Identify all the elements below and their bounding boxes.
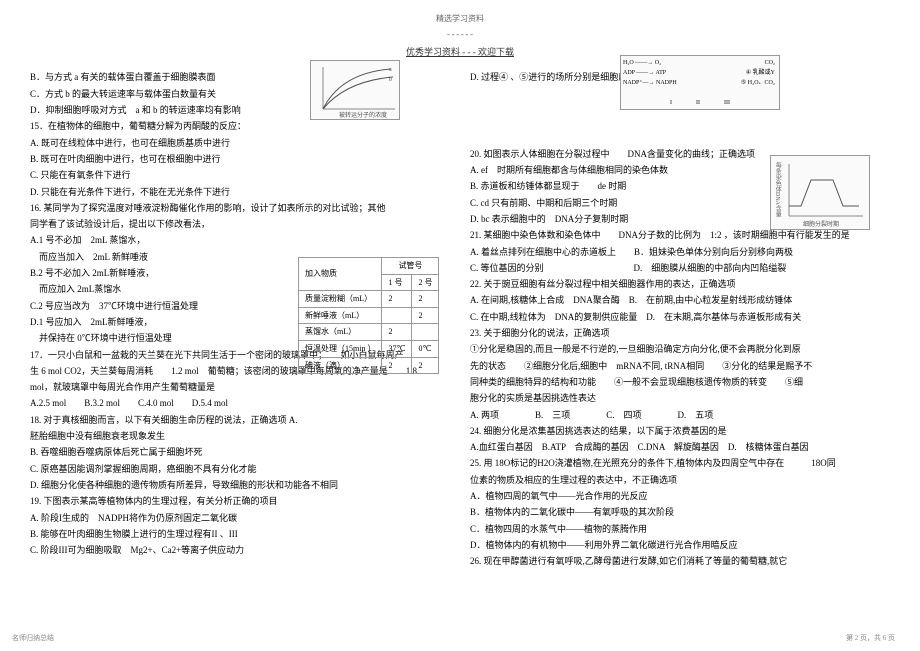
text-line: 19. 下图表示某高等植物体内的生理过程，有关分析正确的项目 (30, 494, 450, 509)
table-cell: 试管号 (382, 258, 439, 275)
table-cell: 2 (412, 291, 439, 308)
svg-text:a: a (389, 67, 392, 73)
text-line: D. 细胞分化使各种细胞的遗传物质有所差异，导致细胞的形状和功能各不相同 (30, 478, 450, 493)
dna-content-chart: 细胞分裂时期 每条染色体DNA含量 (770, 155, 870, 230)
text-line: 23. 关于细胞分化的说法，正确选项 (470, 326, 890, 341)
table-cell: 37℃ (382, 340, 412, 357)
text-line: 胚胎细胞中没有细胞衰老现象发生 (30, 429, 450, 444)
text-line: 16. 某同学为了探究温度对唾液淀粉酶催化作用的影响，设计了如表所示的对比试验；… (30, 201, 450, 216)
table-cell: 2 (382, 357, 412, 374)
text-line: D. 只能在有光条件下进行，不能在无光条件下进行 (30, 185, 450, 200)
text-line: mol，就玻璃罩中每周光合作用产生葡萄糖量是 (30, 380, 450, 395)
table-cell: 蒸馏水（mL） (299, 324, 382, 341)
right-column: D. 过程④ 、⑤进行的场所分别是细胞质基质和线粒体基质 20. 如图表示人体细… (470, 70, 890, 570)
text-line: 同学看了该试验设计后，提出以下修改看法， (30, 217, 450, 232)
text-line: A.2.5 mol B.3.2 mol C.4.0 mol D.5.4 mol (30, 396, 450, 411)
text-line: A. 阶段I生成的 NADPH将作为仍原剂固定二氧化碳 (30, 511, 450, 526)
footer-left: 名师归纳总结 (12, 633, 54, 645)
table-cell: 碘液（滴） (299, 357, 382, 374)
text-line: 胞分化的实质是基因挑选性表达 (470, 391, 890, 406)
table-cell: 恒温处理（15min ） (299, 340, 382, 357)
text-line: A. 着丝点排列在细胞中心的赤道板上 B．姐妹染色单体分别向后分别移向两极 (470, 245, 890, 260)
table-cell: 加入物质 (299, 258, 382, 291)
header-dashes: - - - - - - (30, 28, 890, 42)
table-cell: 质量淀粉糊（mL） (299, 291, 382, 308)
chart-ylabel: 每条染色体DNA含量 (772, 162, 782, 217)
text-line: A.1 号不必加 2mL 蒸馏水， (30, 233, 450, 248)
table-cell: 2 号 (412, 274, 439, 291)
text-line: D．植物体内的有机物中——利用外界二氧化碳进行光合作用暗反应 (470, 538, 890, 553)
text-line: C. 只能在有氧条件下进行 (30, 168, 450, 183)
text-line: 同种类的细胞特异的结构和功能 ④一般不会显现细胞核遗传物质的转变 ⑤细 (470, 375, 890, 390)
table-cell (382, 307, 412, 324)
text-line: A．植物四周的氧气中——光合作用的光反应 (470, 489, 890, 504)
text-line: B. 既可在叶肉细胞中进行，也可在根细胞中进行 (30, 152, 450, 167)
text-line: 22. 关于豌豆细胞有丝分裂过程中相关细胞器作用的表达，正确选项 (470, 277, 890, 292)
text-line: A.血红蛋白基因 B.ATP 合成酶的基因 C.DNA 解旋酶基因 D. 核糖体… (470, 440, 890, 455)
svg-text:被转运分子的浓度: 被转运分子的浓度 (339, 111, 387, 119)
text-line: B. 吞噬细胞吞噬病原体后死亡属于细胞坏死 (30, 445, 450, 460)
text-line: A. 两项 B. 三项 C. 四项 D. 五项 (470, 408, 890, 423)
text-line: 15．在植物体的细胞中，葡萄糖分解为丙酮酸的反应： (30, 119, 450, 134)
table-cell: 2 (382, 291, 412, 308)
two-column-layout: B．与方式 a 有关的载体蛋白覆盖于细胞膜表面C．方式 b 的最大转运速率与载体… (30, 70, 890, 570)
text-line: C. 在中期,线粒体为 DNA的复制供应能量 D. 在末期,高尔基体与赤道板形成… (470, 310, 890, 325)
text-line: B．植物体内的二氧化碳中——有氧呼吸的其次阶段 (470, 505, 890, 520)
svg-text:b: b (389, 77, 392, 83)
transport-rate-chart: a b 被转运分子的浓度 (310, 60, 400, 120)
table-cell: 1 号 (382, 274, 412, 291)
diagram-label: ④ 乳酸或Y (746, 70, 775, 76)
table-cell: 2 (412, 357, 439, 374)
table-cell: 新鲜唾液（mL） (299, 307, 382, 324)
text-line: C. 原癌基因能调剂掌握细胞周期，癌细胞不具有分化才能 (30, 462, 450, 477)
text-line: ①分化是稳固的,而且一般是不行逆的,一旦细胞沿确定方向分化,便不会再脱分化到原 (470, 342, 890, 357)
table-cell: 0℃ (412, 340, 439, 357)
header-top: 精选学习资料 (30, 12, 890, 26)
table-cell (412, 324, 439, 341)
text-line: B. 能够在叶肉细胞生物膜上进行的生理过程有II 、III (30, 527, 450, 542)
text-line: 18. 对于真核细胞而言，以下有关细胞生命历程的说法，正确选项 A. (30, 413, 450, 428)
text-line: 25. 用 18O标记的H2O浇灌植物,在光照充分的条件下,植物体内及四周空气中… (470, 456, 890, 471)
table-cell: 2 (412, 307, 439, 324)
text-line: 26. 现在甲醇菌进行有氧呼吸,乙酵母菌进行发酵,如它们消耗了等量的葡萄糖,就它 (470, 554, 890, 569)
diagram-roman: I II III (621, 98, 779, 108)
footer-right: 第 2 页，共 6 页 (846, 633, 895, 645)
text-line: C. 阶段III可为细胞吸取 Mg2+、Ca2+等离子供应动力 (30, 543, 450, 558)
table-cell: 2 (382, 324, 412, 341)
text-line: C．植物四周的水蒸气中——植物的蒸腾作用 (470, 522, 890, 537)
experiment-table: 加入物质试管号1 号2 号质量淀粉糊（mL）22新鲜唾液（mL）2蒸馏水（mL）… (298, 255, 439, 376)
diagram-label: CO₂ (765, 60, 775, 66)
svg-text:细胞分裂时期: 细胞分裂时期 (803, 220, 839, 228)
text-line: A. 在间期,核糖体上合成 DNA聚合酶 B. 在前期,由中心粒发星射线形成纺锤… (470, 293, 890, 308)
photosynthesis-diagram: H₂O ——→ O₂ ADP ——→ ATP NADP⁺—→ NADPH CO₂… (620, 55, 780, 110)
text-line: C. 等位基因的分别 D. 细胞膜从细胞的中部向内凹陷缢裂 (470, 261, 890, 276)
text-line: 位素的物质及相应的生理过程的表达中，不正确选项 (470, 473, 890, 488)
diagram-label: ⑤ H₂O、CO₂ (741, 80, 775, 86)
text-line: A. 既可在线粒体中进行，也可在细胞质基质中进行 (30, 136, 450, 151)
text-line: 先的状态 ②细胞分化后,细胞中 mRNA不同, tRNA相同 ③分化的结果是赐予… (470, 359, 890, 374)
text-line: 24. 细胞分化是浓集基因挑选表达的结果，以下属于浓费基因的是 (470, 424, 890, 439)
